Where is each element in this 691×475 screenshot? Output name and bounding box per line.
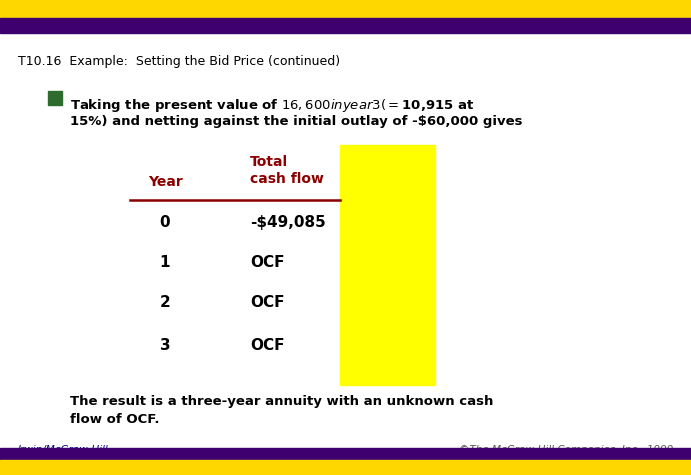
Text: Year: Year [148, 175, 182, 189]
Text: 2: 2 [160, 295, 171, 310]
Bar [48, 91, 62, 105]
Text: -$49,085: -$49,085 [250, 215, 325, 230]
Text: Irwin/McGraw-Hill: Irwin/McGraw-Hill [18, 445, 108, 455]
Bar [0, 0, 691, 18]
Text: flow of OCF.: flow of OCF. [70, 413, 160, 426]
Text: cash flow: cash flow [250, 172, 324, 186]
Text: Taking the present value of $16,600 in year 3 (= $10,915 at: Taking the present value of $16,600 in y… [70, 97, 474, 114]
Bar [0, 18, 691, 33]
Bar [340, 145, 435, 385]
Text: 0: 0 [160, 215, 170, 230]
Text: T10.16  Example:  Setting the Bid Price (continued): T10.16 Example: Setting the Bid Price (c… [18, 55, 340, 68]
Text: OCF: OCF [250, 338, 285, 353]
Text: OCF: OCF [250, 295, 285, 310]
Bar [0, 460, 691, 475]
Text: The result is a three-year annuity with an unknown cash: The result is a three-year annuity with … [70, 395, 493, 408]
Text: OCF: OCF [250, 255, 285, 270]
Text: 3: 3 [160, 338, 170, 353]
Text: 1: 1 [160, 255, 170, 270]
Text: Total: Total [250, 155, 288, 169]
Text: ©The McGraw-Hill Companies, Inc.  1999: ©The McGraw-Hill Companies, Inc. 1999 [459, 445, 673, 455]
Bar [0, 448, 691, 460]
Text: 15%) and netting against the initial outlay of -$60,000 gives: 15%) and netting against the initial out… [70, 115, 522, 128]
